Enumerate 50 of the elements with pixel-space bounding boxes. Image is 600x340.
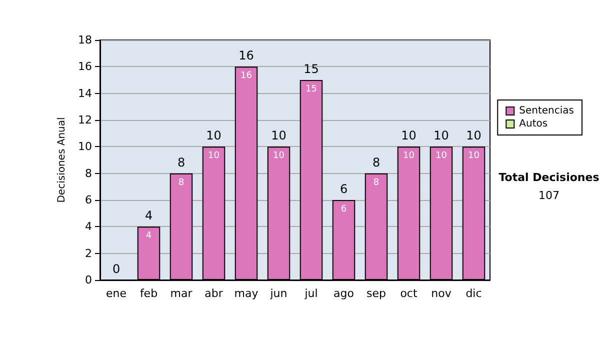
y-tick-label: 10 [78, 140, 92, 154]
y-tick-label: 12 [78, 114, 92, 126]
total-label: 16 [238, 48, 254, 63]
y-tick-label: 0 [85, 274, 92, 286]
y-tick-label: 16 [78, 60, 92, 74]
total-label: 15 [304, 62, 319, 76]
x-tick-label: sep [366, 287, 386, 300]
total-label: 6 [340, 182, 348, 196]
y-tick-label: 14 [78, 86, 92, 100]
y-axis-title: Decisiones Anual [56, 117, 68, 203]
legend-label: Autos [519, 118, 548, 130]
x-tick-label: jun [269, 287, 288, 300]
data-label: 10 [436, 151, 448, 162]
total-label: 8 [372, 155, 380, 170]
y-tick-label: 8 [85, 166, 92, 180]
x-tick-label: dic [466, 287, 482, 300]
y-tick-label: 6 [85, 194, 92, 206]
data-label: 6 [340, 204, 347, 214]
x-tick-label: feb [140, 287, 158, 300]
total-label: 10 [434, 128, 449, 143]
y-tick-label: 2 [85, 246, 92, 260]
x-tick-label: nov [431, 287, 452, 300]
x-tick-label: ago [334, 287, 354, 300]
x-tick-label: ene [106, 287, 127, 300]
data-label: 16 [240, 71, 252, 82]
data-label: 10 [468, 151, 480, 162]
data-label: 10 [273, 151, 285, 162]
y-tick-label: 18 [78, 34, 92, 46]
text: Total Decisiones [498, 171, 600, 184]
data-label: 8 [373, 178, 380, 188]
x-tick-label: may [234, 287, 259, 300]
total-label: 0 [112, 262, 120, 276]
x-tick-label: jul [304, 287, 318, 300]
total-label: 10 [466, 128, 482, 143]
total-label: 4 [144, 208, 153, 223]
x-tick-label: oct [400, 287, 418, 300]
y-tick-label: 4 [85, 220, 92, 234]
x-tick-label: mar [170, 287, 193, 300]
data-label: 10 [208, 151, 220, 162]
total-label: 10 [401, 128, 416, 143]
x-tick-label: abr [204, 287, 224, 300]
text: 107 [538, 189, 560, 202]
data-label: 4 [146, 231, 152, 242]
data-label: 8 [178, 178, 184, 188]
total-label: 10 [206, 128, 222, 143]
data-label: 15 [306, 84, 317, 94]
total-label: 8 [177, 155, 186, 170]
data-label: 10 [403, 151, 415, 162]
total-label: 10 [271, 128, 286, 143]
legend-label: Sentencias [519, 106, 574, 116]
